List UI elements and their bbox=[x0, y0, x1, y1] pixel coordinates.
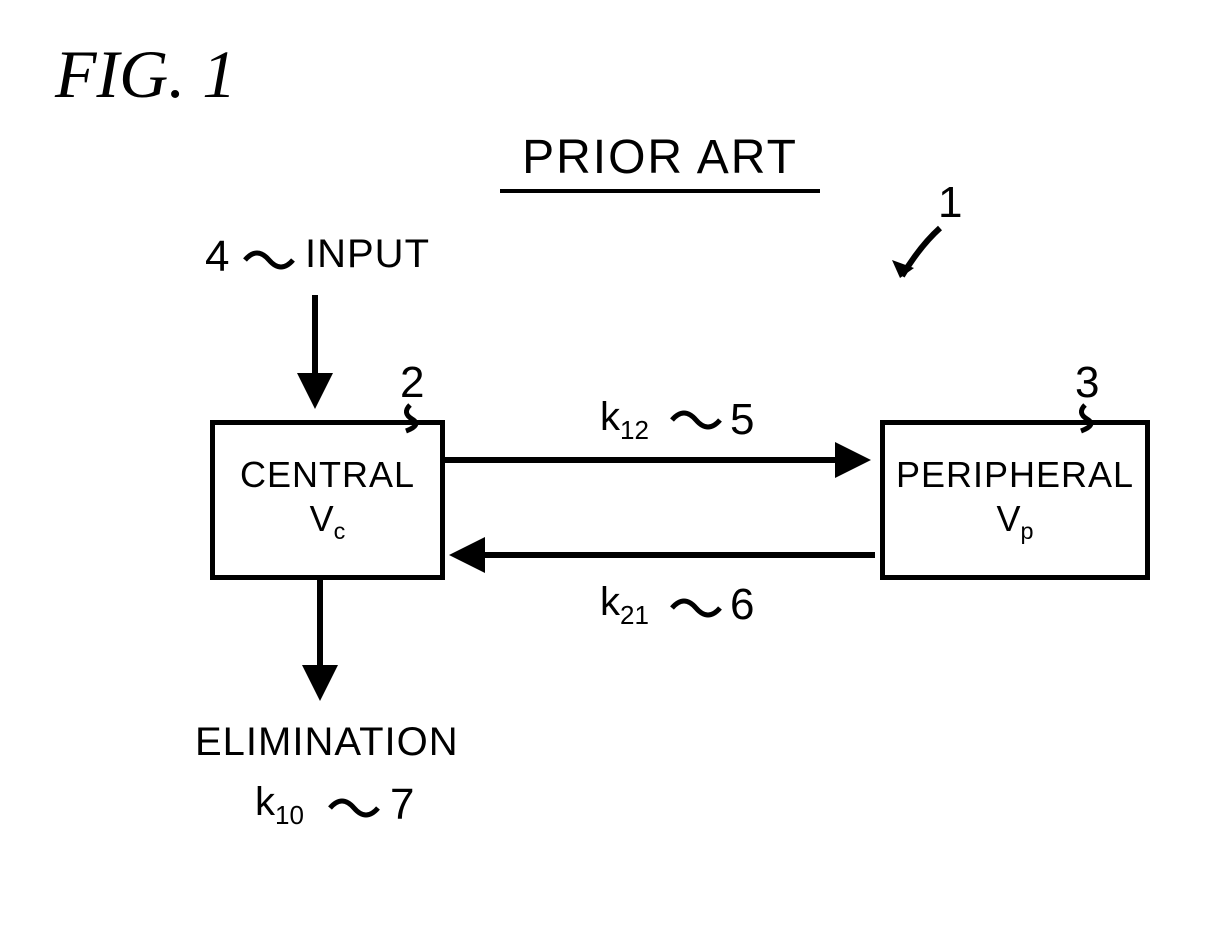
ref-4: 4 bbox=[205, 232, 229, 282]
k12-k: k bbox=[600, 395, 620, 439]
peripheral-box: PERIPHERAL Vp bbox=[880, 420, 1150, 580]
central-box: CENTRAL Vc bbox=[210, 420, 445, 580]
input-label: INPUT bbox=[305, 232, 430, 277]
ref-3: 3 bbox=[1075, 358, 1099, 408]
k12-label: k12 bbox=[600, 395, 649, 446]
k21-k: k bbox=[600, 580, 620, 624]
peripheral-line2: Vp bbox=[996, 498, 1033, 545]
prior-art-heading: PRIOR ART bbox=[500, 130, 820, 193]
k12-sub: 12 bbox=[620, 415, 649, 445]
prior-art-text: PRIOR ART bbox=[500, 130, 820, 185]
peripheral-v: V bbox=[996, 498, 1020, 539]
ref-7: 7 bbox=[390, 780, 414, 830]
ref-6: 6 bbox=[730, 580, 754, 630]
prior-art-underline bbox=[500, 189, 820, 193]
k10-k: k bbox=[255, 780, 275, 824]
k21-label: k21 bbox=[600, 580, 649, 631]
central-sub: c bbox=[334, 519, 346, 545]
central-line1: CENTRAL bbox=[240, 454, 415, 496]
hook-1 bbox=[902, 228, 940, 276]
ref-1: 1 bbox=[938, 178, 962, 228]
k21-sub: 21 bbox=[620, 600, 649, 630]
ref-2: 2 bbox=[400, 358, 424, 408]
ref-5: 5 bbox=[730, 395, 754, 445]
tilde-4 bbox=[245, 253, 293, 267]
figure-stage: FIG. 1 PRIOR ART 1 4 INPUT 2 3 k12 5 k21… bbox=[0, 0, 1232, 935]
peripheral-line1: PERIPHERAL bbox=[896, 454, 1134, 496]
tilde-7 bbox=[330, 801, 378, 815]
peripheral-sub: p bbox=[1021, 519, 1034, 545]
tilde-5 bbox=[672, 413, 720, 427]
tilde-6 bbox=[672, 601, 720, 615]
k10-label: k10 bbox=[255, 780, 304, 831]
hook-1-head bbox=[892, 260, 914, 278]
central-v: V bbox=[310, 498, 334, 539]
elimination-label: ELIMINATION bbox=[195, 720, 459, 765]
central-line2: Vc bbox=[310, 498, 346, 545]
k10-sub: 10 bbox=[275, 800, 304, 830]
figure-title: FIG. 1 bbox=[55, 35, 236, 114]
